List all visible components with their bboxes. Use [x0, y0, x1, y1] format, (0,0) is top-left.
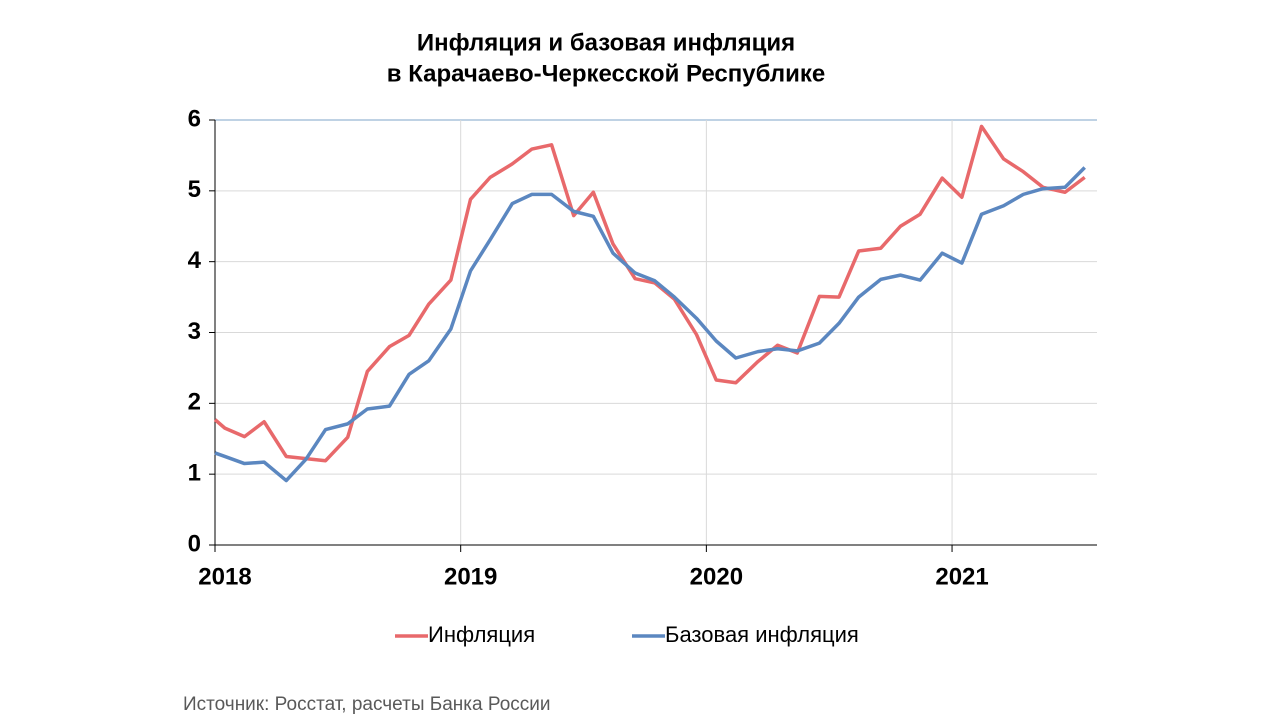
y-tick-label: 0: [188, 530, 201, 557]
x-tick-label: 2019: [444, 563, 497, 590]
x-tick-label: 2021: [935, 563, 988, 590]
chart-title: Инфляция и базовая инфляция: [417, 29, 795, 56]
y-tick-label: 3: [188, 318, 201, 345]
chart-title: в Карачаево-Черкесской Республике: [387, 60, 825, 87]
source-note: Источник: Росстат, расчеты Банка России: [183, 694, 551, 715]
x-tick-label: 2018: [198, 563, 251, 590]
y-tick-label: 6: [188, 105, 201, 132]
y-tick-label: 2: [188, 389, 201, 416]
y-tick-label: 4: [188, 247, 202, 274]
legend-label: Базовая инфляция: [665, 622, 859, 647]
data-line: [214, 166, 1086, 483]
y-tick-label: 5: [188, 176, 201, 203]
x-tick-label: 2020: [690, 563, 743, 590]
legend-label: Инфляция: [428, 622, 535, 647]
y-tick-label: 1: [188, 460, 201, 487]
data-line: [213, 124, 1086, 463]
